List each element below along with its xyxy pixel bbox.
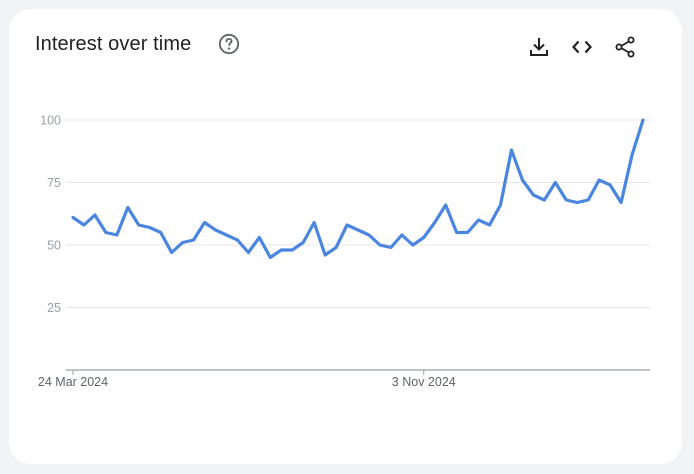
share-icon[interactable] (613, 35, 637, 59)
help-circle-icon[interactable] (218, 33, 240, 55)
code-icon[interactable] (570, 35, 594, 59)
chart-title: Interest over time (35, 33, 192, 55)
interest-over-time-card (9, 9, 682, 464)
download-icon[interactable] (527, 35, 551, 59)
